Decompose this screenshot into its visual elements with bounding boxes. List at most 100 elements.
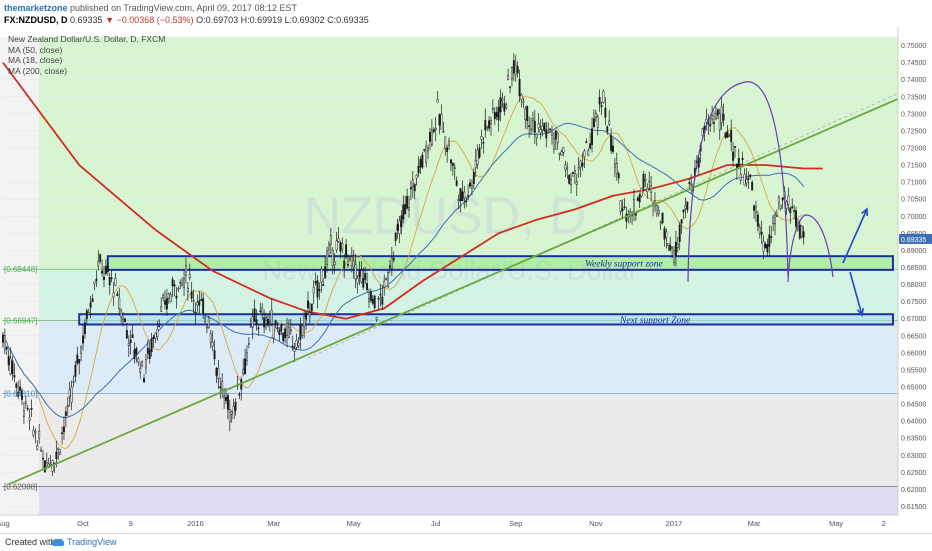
candle-body	[303, 316, 306, 328]
candle-body	[228, 409, 231, 423]
candle-body	[474, 160, 477, 168]
candle-body	[552, 138, 555, 150]
candle-body	[789, 207, 792, 214]
candle-body	[798, 224, 801, 239]
candle-body	[350, 256, 353, 266]
candle-body	[352, 260, 355, 268]
candle-body	[650, 185, 653, 193]
candle-body	[38, 430, 41, 439]
candle-body	[244, 358, 247, 375]
candle-body	[85, 310, 88, 320]
candle-body	[131, 334, 134, 338]
candle-body	[674, 241, 677, 257]
candle-body	[261, 307, 264, 314]
candle-body	[459, 188, 462, 201]
candle-body	[225, 396, 227, 401]
candle-body	[722, 113, 725, 121]
candle-body	[537, 123, 540, 129]
candle-body	[730, 129, 733, 142]
candle-body	[408, 207, 410, 211]
candle-body	[146, 347, 149, 354]
y-tick-label: 0.70000	[901, 214, 926, 221]
candle-body	[587, 150, 590, 156]
candle-body	[143, 377, 145, 383]
candle-body	[476, 149, 479, 165]
candle-body	[768, 234, 771, 247]
candle-body	[34, 430, 37, 433]
candle-body	[368, 298, 370, 302]
time-axis-background	[0, 515, 932, 533]
candle-body	[183, 278, 186, 289]
candle-body	[280, 325, 283, 331]
arrow-up	[842, 208, 868, 264]
candle-body	[274, 320, 277, 325]
candle-body	[573, 170, 576, 174]
candle-body	[781, 197, 784, 201]
candle-body	[99, 254, 102, 262]
y-tick-label: 0.62000	[901, 487, 926, 494]
candle-body	[503, 103, 506, 112]
zone-blue	[38, 320, 899, 394]
candle-body	[480, 136, 483, 140]
price-chart[interactable]: NZDUSD, DNew Zealand Dollar/U.S. DollarW…	[0, 27, 932, 533]
candle-body	[791, 206, 794, 208]
candle-body	[286, 323, 288, 336]
candle-body	[74, 364, 77, 377]
candle-body	[373, 295, 376, 309]
candle-body	[234, 401, 237, 411]
key-level-label: [0.62088]	[4, 482, 37, 491]
candle-body	[341, 242, 344, 250]
legend-ma200: MA (200, close)	[8, 65, 68, 76]
candle-body	[55, 451, 58, 460]
candle-body	[9, 358, 12, 375]
candle-body	[308, 312, 311, 317]
candle-body	[385, 278, 388, 280]
candle-body	[320, 268, 323, 283]
candle-body	[15, 383, 18, 388]
candle-body	[451, 162, 454, 167]
candle-body	[371, 298, 374, 304]
candle-body	[793, 210, 796, 212]
candle-body	[276, 327, 279, 330]
candle-body	[756, 214, 759, 227]
candle-body	[549, 128, 552, 131]
candle-body	[141, 361, 144, 367]
tradingview-logo[interactable]: TradingView	[52, 537, 117, 547]
y-tick-label: 0.61500	[901, 504, 926, 511]
candle-body	[19, 386, 22, 391]
candle-body	[585, 141, 588, 143]
candle-body	[167, 293, 170, 299]
candle-body	[535, 133, 538, 138]
candle-body	[265, 317, 267, 321]
candle-body	[32, 429, 35, 436]
candle-body	[512, 60, 515, 74]
candle-body	[289, 329, 292, 332]
candle-body	[690, 182, 693, 186]
candle-body	[747, 177, 750, 180]
y-tick-label: 0.67500	[901, 299, 926, 306]
y-tick-label: 0.71000	[901, 180, 926, 187]
candle-body	[165, 298, 168, 310]
candle-body	[196, 302, 199, 306]
candle-body	[648, 180, 651, 183]
candle-body	[755, 206, 757, 213]
author-link[interactable]: themarketzone	[4, 3, 68, 13]
candle-body	[617, 173, 620, 179]
candle-body	[97, 261, 100, 267]
candle-body	[398, 220, 401, 234]
candle-body	[205, 326, 208, 329]
candle-body	[144, 359, 147, 369]
candle-body	[802, 231, 805, 238]
candle-body	[766, 244, 769, 253]
candle-body	[467, 195, 470, 197]
candle-body	[150, 338, 153, 352]
candle-body	[247, 342, 250, 345]
candle-body	[701, 128, 704, 137]
candle-body	[442, 130, 445, 133]
candle-body	[541, 125, 544, 131]
candle-body	[613, 163, 616, 168]
candle-body	[772, 216, 775, 225]
legend-ma50: MA (50, close)	[8, 44, 63, 55]
candle-body	[488, 120, 491, 129]
x-tick-label: 2016	[187, 519, 204, 528]
